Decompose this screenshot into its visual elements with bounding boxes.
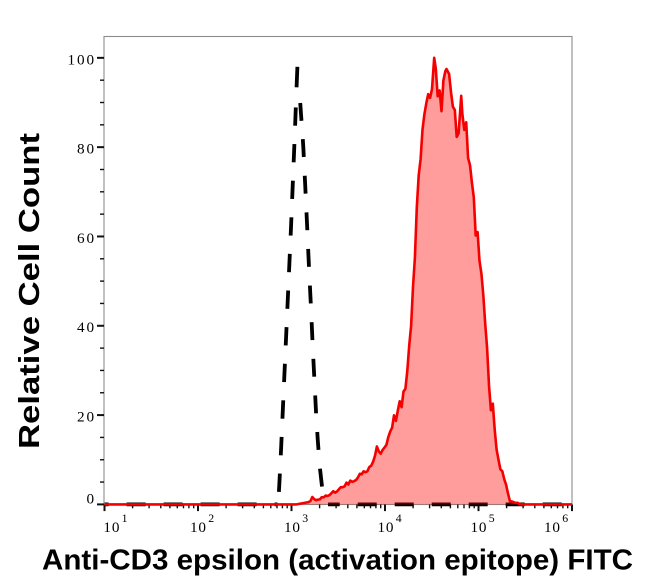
- svg-text:40: 40: [77, 319, 96, 336]
- svg-text:100: 100: [68, 51, 96, 68]
- svg-text:80: 80: [77, 141, 96, 158]
- svg-text:Relative Cell Count: Relative Cell Count: [14, 133, 46, 449]
- svg-text:60: 60: [77, 230, 96, 247]
- svg-text:20: 20: [77, 409, 96, 426]
- svg-text:0: 0: [87, 491, 97, 508]
- svg-text:Anti-CD3 epsilon (activation e: Anti-CD3 epsilon (activation epitope) FI…: [42, 545, 633, 577]
